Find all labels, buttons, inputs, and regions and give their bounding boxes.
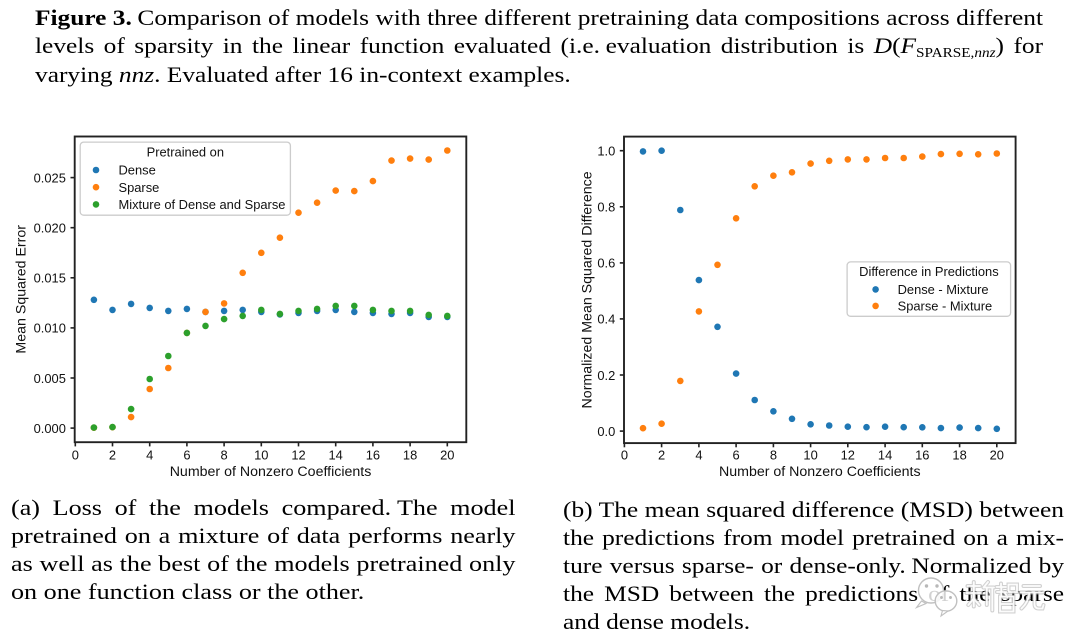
svg-text:Mixture of Dense and Sparse: Mixture of Dense and Sparse — [119, 197, 286, 212]
svg-text:20: 20 — [990, 447, 1004, 462]
svg-text:6: 6 — [733, 447, 740, 462]
svg-text:18: 18 — [952, 447, 966, 462]
svg-text:12: 12 — [841, 447, 855, 462]
svg-text:2: 2 — [658, 447, 665, 462]
svg-text:0.8: 0.8 — [597, 200, 615, 215]
svg-text:18: 18 — [403, 447, 417, 462]
svg-text:0.015: 0.015 — [34, 271, 66, 286]
svg-text:Number of Nonzero Coefficients: Number of Nonzero Coefficients — [719, 464, 921, 480]
svg-text:16: 16 — [915, 447, 929, 462]
svg-text:0.025: 0.025 — [34, 170, 66, 185]
svg-text:2: 2 — [109, 447, 116, 462]
svg-text:Pretrained on: Pretrained on — [147, 145, 224, 160]
svg-text:0.010: 0.010 — [34, 321, 66, 336]
svg-text:4: 4 — [146, 447, 153, 462]
svg-text:Sparse - Mixture: Sparse - Mixture — [898, 299, 993, 314]
svg-text:Mean Squared Error: Mean Squared Error — [14, 225, 30, 354]
svg-text:Number of Nonzero Coefficients: Number of Nonzero Coefficients — [170, 464, 372, 480]
svg-text:16: 16 — [366, 447, 380, 462]
svg-text:0.020: 0.020 — [34, 221, 66, 236]
svg-text:0.000: 0.000 — [34, 421, 66, 436]
svg-text:8: 8 — [770, 447, 777, 462]
svg-text:0.005: 0.005 — [34, 371, 66, 386]
svg-text:14: 14 — [329, 447, 343, 462]
svg-text:8: 8 — [221, 447, 228, 462]
svg-text:10: 10 — [254, 447, 268, 462]
svg-text:Dense: Dense — [119, 163, 156, 178]
svg-text:10: 10 — [803, 447, 817, 462]
svg-text:0.2: 0.2 — [597, 368, 615, 383]
svg-text:Sparse: Sparse — [119, 180, 160, 195]
svg-text:Dense - Mixture: Dense - Mixture — [898, 282, 989, 297]
svg-text:1.0: 1.0 — [597, 144, 615, 159]
svg-text:0.0: 0.0 — [597, 424, 615, 439]
svg-text:0: 0 — [72, 447, 79, 462]
svg-text:6: 6 — [183, 447, 190, 462]
svg-text:0.6: 0.6 — [597, 256, 615, 271]
svg-text:Difference in Predictions: Difference in Predictions — [859, 264, 998, 279]
svg-text:4: 4 — [695, 447, 702, 462]
svg-text:14: 14 — [878, 447, 892, 462]
svg-text:12: 12 — [291, 447, 305, 462]
svg-text:0.4: 0.4 — [597, 312, 615, 327]
svg-text:20: 20 — [440, 447, 454, 462]
svg-text:Normalized Mean Squared Differ: Normalized Mean Squared Difference — [579, 171, 595, 408]
svg-text:0: 0 — [621, 447, 628, 462]
